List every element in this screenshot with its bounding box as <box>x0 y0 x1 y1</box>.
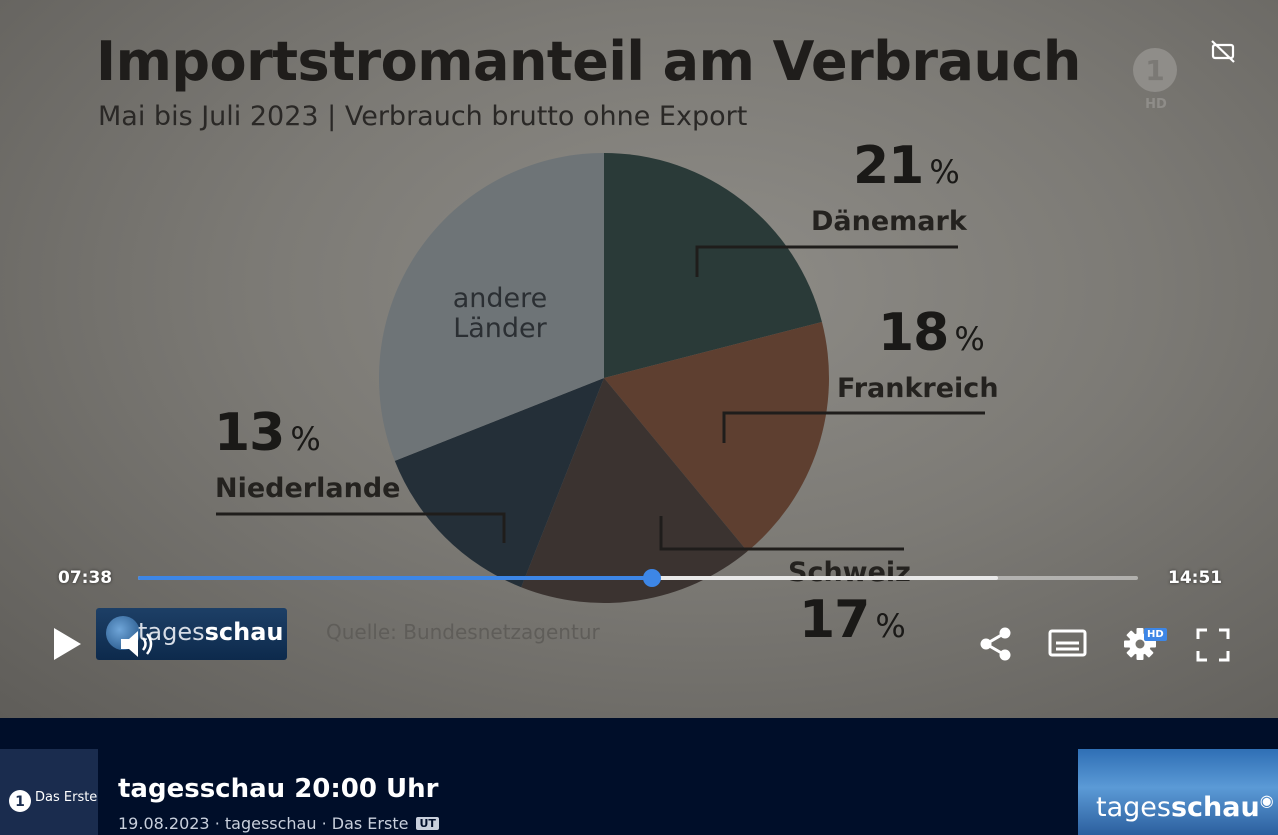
ard-one-logo-icon: 1 <box>9 790 31 812</box>
play-icon[interactable] <box>50 626 84 662</box>
label-daenemark-name: Dänemark <box>811 206 967 237</box>
subtitles-icon[interactable] <box>1048 628 1088 660</box>
pie-slice-frankreich <box>604 322 830 552</box>
thumbnail-text: tagesschau◉ <box>1096 791 1274 823</box>
program-info-bar: 1 Das Erste tagesschau 20:00 Uhr 19.08.2… <box>0 718 1278 835</box>
label-andere-line2: Länder <box>453 313 547 344</box>
total-time: 14:51 <box>1168 568 1223 588</box>
share-icon[interactable] <box>978 626 1014 662</box>
chart-subtitle: Mai bis Juli 2023 | Verbrauch brutto ohn… <box>98 101 748 132</box>
label-frankreich-name: Frankreich <box>837 373 999 404</box>
pie-slice-dänemark <box>604 153 822 378</box>
chart-source: Quelle: Bundesnetzagentur <box>326 620 600 644</box>
show-meta: 19.08.2023 · tagesschau · Das Erste UT <box>118 814 439 833</box>
volume-icon[interactable] <box>118 628 158 660</box>
progress-played <box>138 576 652 580</box>
label-niederlande-name: Niederlande <box>215 473 401 504</box>
fullscreen-icon[interactable] <box>1196 628 1230 662</box>
leader-line-daenemark <box>695 245 958 277</box>
label-frankreich-percent: 18% <box>878 303 985 363</box>
tagesschau-badge-text: tagesschau <box>138 618 284 646</box>
chart-title: Importstromanteil am Verbrauch <box>96 30 1081 93</box>
current-time: 07:38 <box>58 568 113 588</box>
channel-badge[interactable]: 1 Das Erste <box>0 749 98 835</box>
label-niederlande-percent: 13% <box>214 403 321 463</box>
tagesschau-overlay-badge: tagesschau <box>96 608 287 660</box>
label-andere-line1: andere <box>452 283 548 314</box>
leader-line-frankreich <box>722 411 985 443</box>
show-title: tagesschau 20:00 Uhr <box>118 774 439 804</box>
ard-logo-number: 1 <box>1145 54 1164 87</box>
progress-thumb[interactable] <box>643 569 661 587</box>
pie-slice-niederlande <box>394 378 604 588</box>
progress-bar[interactable] <box>138 569 1138 587</box>
ut-badge: UT <box>416 817 439 830</box>
hd-badge: HD <box>1144 628 1167 641</box>
pie-chart <box>216 153 985 604</box>
label-daenemark-percent: 21% <box>853 136 960 196</box>
pie-slice-andere-länder <box>378 153 604 461</box>
pie-slice-schweiz <box>521 378 748 604</box>
label-andere-laender: andere Länder <box>420 284 580 344</box>
label-schweiz-name: Schweiz <box>788 557 911 588</box>
leader-line-niederlande <box>216 512 506 543</box>
video-player[interactable]: Importstromanteil am Verbrauch Mai bis J… <box>0 0 1278 718</box>
ard-hd-label: HD <box>1145 97 1167 112</box>
label-schweiz-percent: 17% <box>799 590 906 650</box>
ard-channel-logo-icon: 1 HD <box>1133 48 1177 112</box>
leader-line-schweiz <box>659 516 904 551</box>
channel-label: Das Erste <box>35 790 98 805</box>
show-thumbnail[interactable]: tagesschau◉ <box>1078 749 1278 835</box>
captions-off-icon[interactable] <box>1210 38 1238 64</box>
channel-logo-number: 1 <box>15 794 25 810</box>
